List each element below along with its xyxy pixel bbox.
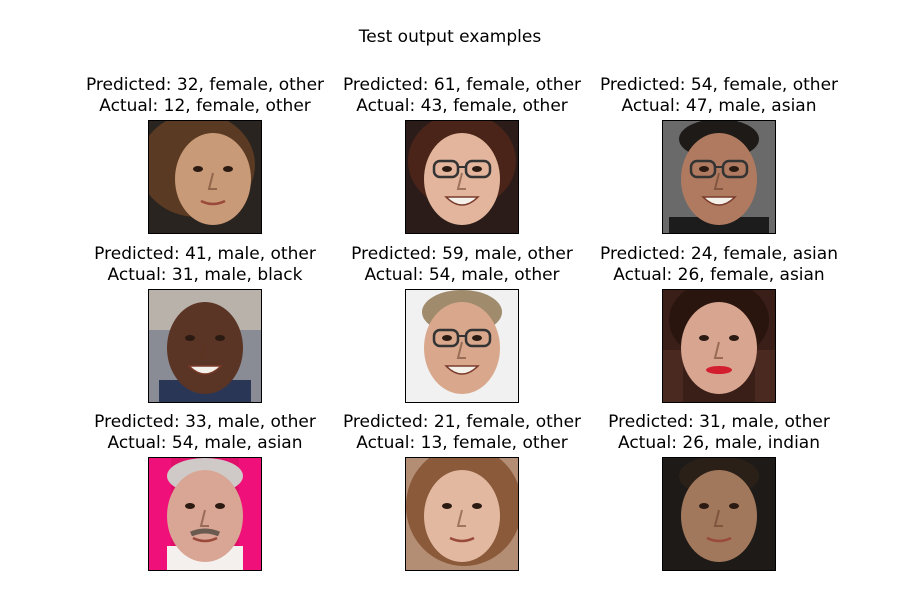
predicted-label: Predicted: 31, male, other — [608, 412, 830, 432]
example-caption: Predicted: 21, female, other Actual: 13,… — [332, 412, 592, 454]
predicted-label: Predicted: 61, female, other — [342, 75, 582, 95]
actual-label: Actual: 54, male, other — [364, 265, 560, 285]
actual-label: Actual: 31, male, black — [107, 265, 303, 285]
actual-label: Actual: 47, male, asian — [621, 96, 817, 116]
face-photo — [662, 289, 776, 403]
predicted-label: Predicted: 21, female, other — [342, 412, 582, 432]
example-caption: Predicted: 33, male, other Actual: 54, m… — [75, 412, 335, 454]
face-photo — [148, 457, 262, 571]
predicted-label: Predicted: 33, male, other — [94, 412, 316, 432]
example-caption: Predicted: 61, female, other Actual: 43,… — [332, 75, 592, 117]
actual-label: Actual: 43, female, other — [356, 96, 568, 116]
example-caption: Predicted: 31, male, other Actual: 26, m… — [589, 412, 849, 454]
figure-title: Test output examples — [358, 27, 542, 47]
face-photo — [405, 457, 519, 571]
actual-label: Actual: 12, female, other — [99, 96, 311, 116]
example-caption: Predicted: 59, male, other Actual: 54, m… — [332, 244, 592, 286]
example-caption: Predicted: 41, male, other Actual: 31, m… — [75, 244, 335, 286]
face-photo — [662, 457, 776, 571]
predicted-label: Predicted: 59, male, other — [351, 244, 573, 264]
face-photo — [405, 289, 519, 403]
face-photo — [405, 120, 519, 234]
actual-label: Actual: 26, male, indian — [618, 433, 820, 453]
predicted-label: Predicted: 54, female, other — [599, 75, 839, 95]
example-caption: Predicted: 24, female, asian Actual: 26,… — [589, 244, 849, 286]
predicted-label: Predicted: 41, male, other — [94, 244, 316, 264]
example-caption: Predicted: 54, female, other Actual: 47,… — [589, 75, 849, 117]
face-photo — [662, 120, 776, 234]
actual-label: Actual: 26, female, asian — [613, 265, 825, 285]
actual-label: Actual: 54, male, asian — [107, 433, 303, 453]
predicted-label: Predicted: 24, female, asian — [600, 244, 838, 264]
face-photo — [148, 289, 262, 403]
face-photo — [148, 120, 262, 234]
example-caption: Predicted: 32, female, other Actual: 12,… — [75, 75, 335, 117]
predicted-label: Predicted: 32, female, other — [85, 75, 325, 95]
actual-label: Actual: 13, female, other — [356, 433, 568, 453]
